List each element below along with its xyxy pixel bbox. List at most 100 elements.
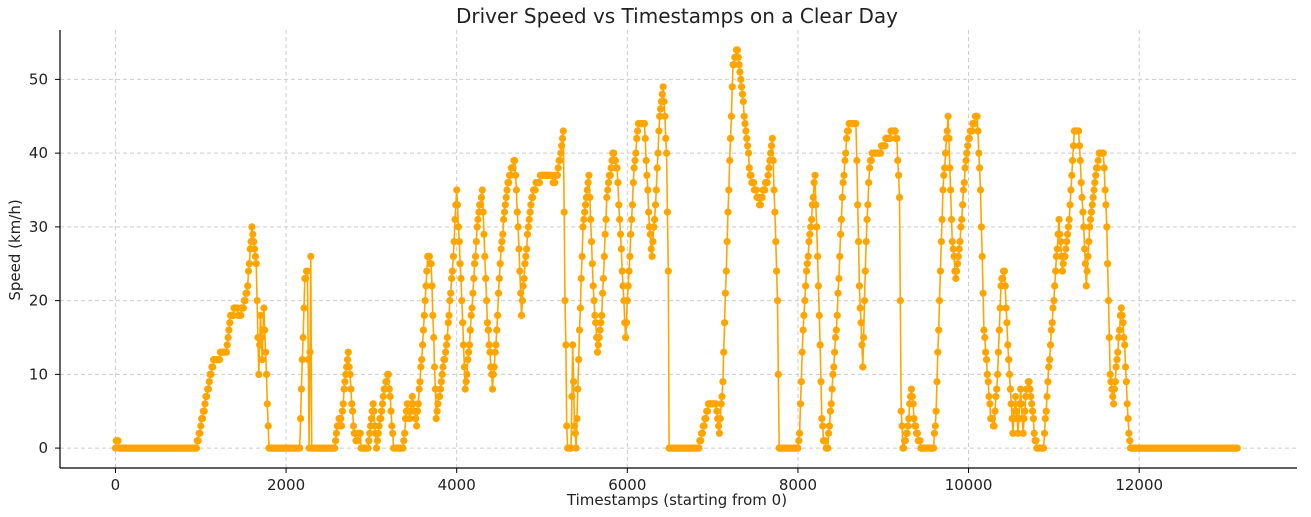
- data-point: [456, 260, 464, 268]
- data-point: [964, 142, 972, 150]
- data-point: [802, 267, 811, 275]
- data-point: [468, 304, 476, 312]
- data-point: [557, 149, 565, 157]
- data-point: [1044, 378, 1052, 386]
- data-point: [955, 245, 963, 253]
- data-point: [450, 238, 458, 246]
- data-point: [203, 392, 211, 401]
- data-point: [442, 348, 450, 356]
- data-point: [386, 392, 394, 401]
- data-point: [643, 171, 651, 179]
- data-point: [1041, 415, 1049, 423]
- data-point: [477, 201, 485, 209]
- data-point: [747, 171, 755, 179]
- data-point: [698, 429, 707, 437]
- data-point: [725, 186, 733, 194]
- data-point: [743, 134, 751, 142]
- data-point: [1081, 260, 1089, 268]
- data-point: [798, 348, 806, 356]
- data-point: [387, 407, 395, 415]
- data-point: [1052, 252, 1060, 260]
- data-point: [718, 392, 726, 401]
- data-point: [1106, 370, 1114, 378]
- data-point: [470, 274, 478, 283]
- data-point: [1119, 319, 1127, 327]
- data-point: [853, 156, 861, 165]
- data-point: [648, 252, 656, 260]
- data-point: [721, 289, 730, 297]
- data-point: [1102, 201, 1110, 209]
- data-point: [626, 252, 634, 260]
- data-point: [702, 415, 710, 423]
- data-point: [245, 260, 253, 268]
- data-point: [1011, 392, 1020, 401]
- data-point: [1116, 326, 1124, 334]
- data-point: [364, 444, 372, 452]
- data-point: [957, 223, 965, 231]
- data-point: [1066, 201, 1074, 209]
- data-point: [378, 407, 386, 415]
- data-point: [1042, 407, 1050, 415]
- data-point: [598, 311, 606, 319]
- data-point: [346, 370, 354, 378]
- data-point: [905, 415, 913, 423]
- data-point: [813, 223, 821, 231]
- data-point: [464, 356, 472, 364]
- data-point: [840, 171, 848, 179]
- data-point: [416, 378, 424, 386]
- data-point: [1062, 245, 1070, 253]
- data-point: [974, 127, 982, 135]
- data-point: [473, 223, 481, 231]
- data-point: [506, 171, 514, 179]
- data-point: [993, 385, 1001, 393]
- data-point: [1028, 407, 1037, 415]
- data-point: [821, 437, 829, 445]
- data-point: [345, 363, 353, 371]
- data-point: [946, 164, 954, 172]
- data-point: [995, 326, 1003, 334]
- data-point: [1079, 208, 1087, 216]
- data-point: [525, 215, 533, 224]
- data-point: [509, 164, 517, 172]
- data-point: [469, 289, 477, 297]
- y-axis-label: Speed (km/h): [6, 199, 24, 300]
- data-point: [1021, 407, 1029, 415]
- data-point: [945, 134, 953, 142]
- y-tick-label: 0: [38, 439, 48, 457]
- data-point: [623, 297, 631, 305]
- data-point: [817, 378, 825, 386]
- data-point: [575, 356, 583, 364]
- chart-title: Driver Speed vs Timestamps on a Clear Da…: [456, 4, 898, 28]
- data-point: [587, 238, 596, 246]
- data-point: [990, 422, 998, 430]
- data-point: [1040, 444, 1048, 452]
- data-point: [575, 326, 584, 334]
- data-point: [430, 333, 438, 342]
- data-point: [837, 230, 845, 238]
- data-point: [192, 444, 201, 452]
- data-point: [482, 274, 490, 283]
- data-point: [576, 304, 585, 312]
- data-point: [866, 164, 874, 172]
- data-point: [251, 252, 259, 260]
- data-point: [378, 400, 387, 408]
- data-point: [999, 274, 1007, 283]
- data-point: [1065, 215, 1073, 224]
- data-point: [414, 400, 422, 408]
- data-point: [401, 429, 409, 437]
- data-point: [1055, 215, 1063, 224]
- data-point: [984, 378, 992, 386]
- data-point: [569, 341, 577, 349]
- data-point: [385, 385, 393, 393]
- data-point: [1117, 304, 1125, 312]
- data-point: [633, 134, 641, 142]
- data-point: [814, 252, 822, 260]
- data-point: [460, 363, 468, 371]
- data-point: [976, 186, 985, 194]
- data-point: [1069, 156, 1077, 165]
- data-point: [399, 444, 407, 452]
- data-point: [1075, 127, 1083, 135]
- data-point: [429, 311, 437, 319]
- data-point: [554, 164, 562, 172]
- data-point: [803, 260, 811, 268]
